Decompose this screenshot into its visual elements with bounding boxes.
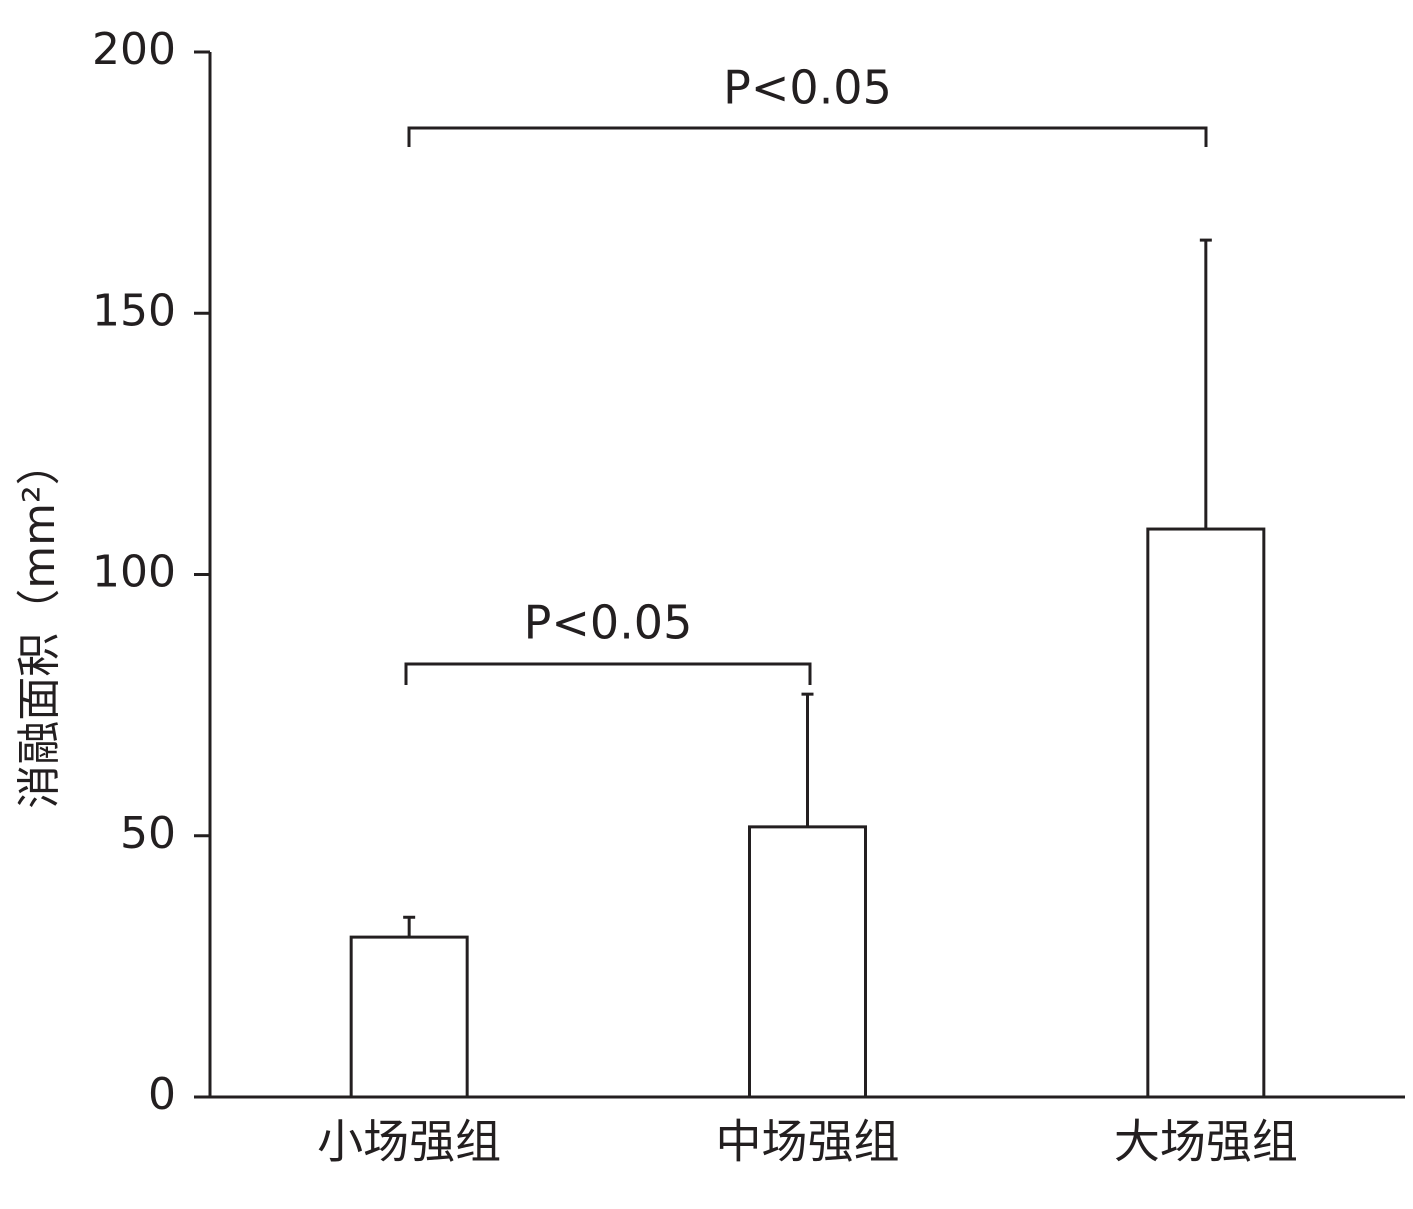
bar — [748, 825, 867, 1099]
y-tick-label: 50 — [120, 808, 176, 859]
annotation: P<0.05 — [524, 596, 693, 650]
significance-bracket — [407, 126, 1208, 147]
x-tick-label: 中场强组 — [716, 1115, 900, 1169]
y-tick-label: 100 — [92, 547, 176, 598]
annotation: P<0.05 — [723, 61, 892, 115]
x-tick-label: 小场强组 — [317, 1115, 501, 1169]
bar — [1146, 527, 1266, 1099]
y-tick-label: 200 — [92, 24, 176, 75]
significance-bracket — [404, 662, 812, 685]
x-tick-label: 大场强组 — [1114, 1115, 1298, 1169]
y-axis-label: 消融面积（mm²） — [14, 441, 65, 808]
bar — [349, 935, 469, 1099]
y-tick-label: 0 — [148, 1069, 176, 1120]
y-tick-label: 150 — [92, 285, 176, 336]
